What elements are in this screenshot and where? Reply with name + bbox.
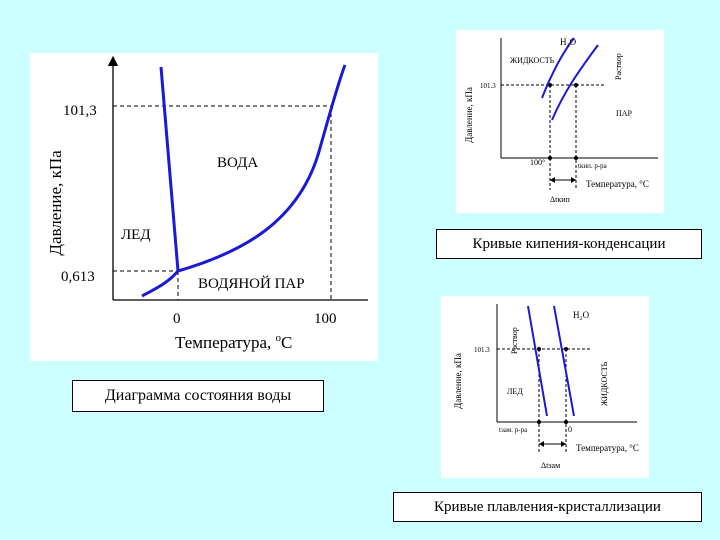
boiling-y-tick: 101.3 <box>480 82 496 90</box>
boiling-solution-label: Раствор <box>614 53 623 80</box>
y-tick-101: 101,3 <box>63 103 97 119</box>
x-tick-0: 0 <box>173 311 181 327</box>
boiling-liquid-label: ЖИДКОСТЬ <box>510 56 555 65</box>
boiling-diagram-panel: Давление, кПа 101.3 H₂O ЖИДКОСТЬ Раствор… <box>456 30 664 213</box>
phase-diagram: Давление, кПа 101,3 0,613 0 100 Температ… <box>46 55 368 352</box>
boiling-curve-solution <box>551 44 599 121</box>
melting-point-water <box>564 347 568 351</box>
boiling-curve-water <box>541 37 575 99</box>
boiling-x-tick-100: 100° <box>530 158 545 167</box>
melting-y-tick: 101.3 <box>474 346 490 354</box>
region-vapor-label: ВОДЯНОЙ ПАР <box>198 275 305 292</box>
melting-h2o-label: H₂O <box>573 310 590 320</box>
x-tick-100: 100 <box>314 311 337 327</box>
boiling-vapor-label: ПАР <box>616 109 633 118</box>
y-tick-0613: 0,613 <box>61 269 95 285</box>
melting-x-tick-zero: 0 <box>568 425 572 434</box>
melting-diagram-caption: Кривые плавления-кристаллизации <box>393 492 702 522</box>
melting-curve-solution <box>527 305 548 417</box>
melting-diagram: Давление, кПа 101.3 H₂O Раствор ЖИДКОСТЬ… <box>453 304 639 470</box>
melting-y-label: Давление, кПа <box>453 353 463 409</box>
boiling-x-label: Температура, °С <box>586 179 649 189</box>
boiling-x-tick-solution: tкип. р-ра <box>578 162 608 170</box>
boiling-point-water <box>548 83 552 87</box>
boiling-point-solution <box>574 83 578 87</box>
melting-x-tick-solution: tзам. р-ра <box>499 426 528 434</box>
melting-curve-water <box>553 305 575 417</box>
region-water-label: ВОДА <box>217 155 258 171</box>
boiling-y-label: Давление, кПа <box>464 87 474 143</box>
boiling-diagram-caption: Кривые кипения-конденсации <box>436 229 702 259</box>
melting-liquid-label: ЖИДКОСТЬ <box>600 361 609 406</box>
phase-diagram-panel: Давление, кПа 101,3 0,613 0 100 Температ… <box>30 53 378 361</box>
boiling-delta-label: Δtкип <box>550 195 571 204</box>
x-axis-label: Температура, oС <box>175 332 292 352</box>
melting-solution-label: Раствор <box>510 327 519 354</box>
vaporization-curve <box>177 64 347 273</box>
melting-point-solution <box>537 347 541 351</box>
region-ice-label: ЛЕД <box>121 227 151 243</box>
melting-x-label: Температура, °С <box>576 443 639 453</box>
sublimation-curve <box>141 270 180 298</box>
boiling-diagram: Давление, кПа 101.3 H₂O ЖИДКОСТЬ Раствор… <box>464 37 658 204</box>
melting-ice-label: ЛЕД <box>507 387 523 396</box>
melting-diagram-panel: Давление, кПа 101.3 H₂O Раствор ЖИДКОСТЬ… <box>441 296 649 478</box>
boiling-h2o-label: H₂O <box>560 37 577 47</box>
y-axis-label: Давление, кПа <box>46 150 65 256</box>
melting-curve <box>159 66 180 272</box>
melting-delta-label: Δtзам <box>541 461 560 470</box>
phase-diagram-caption: Диаграмма состояния воды <box>72 380 324 412</box>
